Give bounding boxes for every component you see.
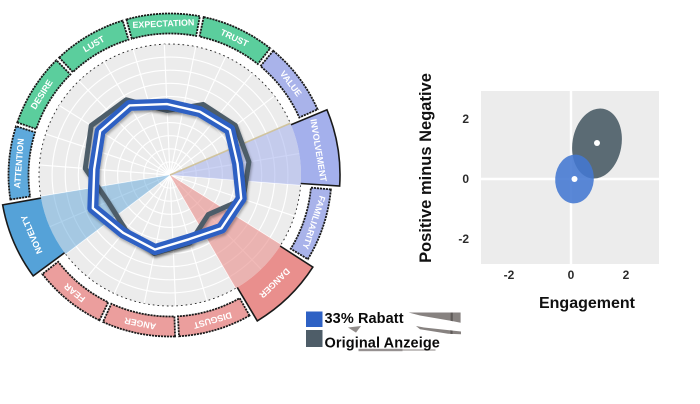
svg-text:ATTENTION: ATTENTION	[12, 138, 26, 189]
svg-text:Positive minus Negative: Positive minus Negative	[417, 73, 435, 263]
svg-text:Original Anzeige: Original Anzeige	[325, 335, 440, 351]
svg-text:0: 0	[568, 268, 575, 282]
svg-text:-2: -2	[458, 232, 469, 246]
svg-text:Engagement: Engagement	[539, 295, 636, 312]
svg-text:2: 2	[462, 112, 469, 126]
svg-text:2: 2	[623, 268, 630, 282]
svg-text:-2: -2	[504, 268, 515, 282]
svg-text:EXPECTATION: EXPECTATION	[132, 17, 194, 30]
svg-text:0: 0	[462, 172, 469, 186]
svg-text:33% Rabatt: 33% Rabatt	[325, 311, 404, 327]
